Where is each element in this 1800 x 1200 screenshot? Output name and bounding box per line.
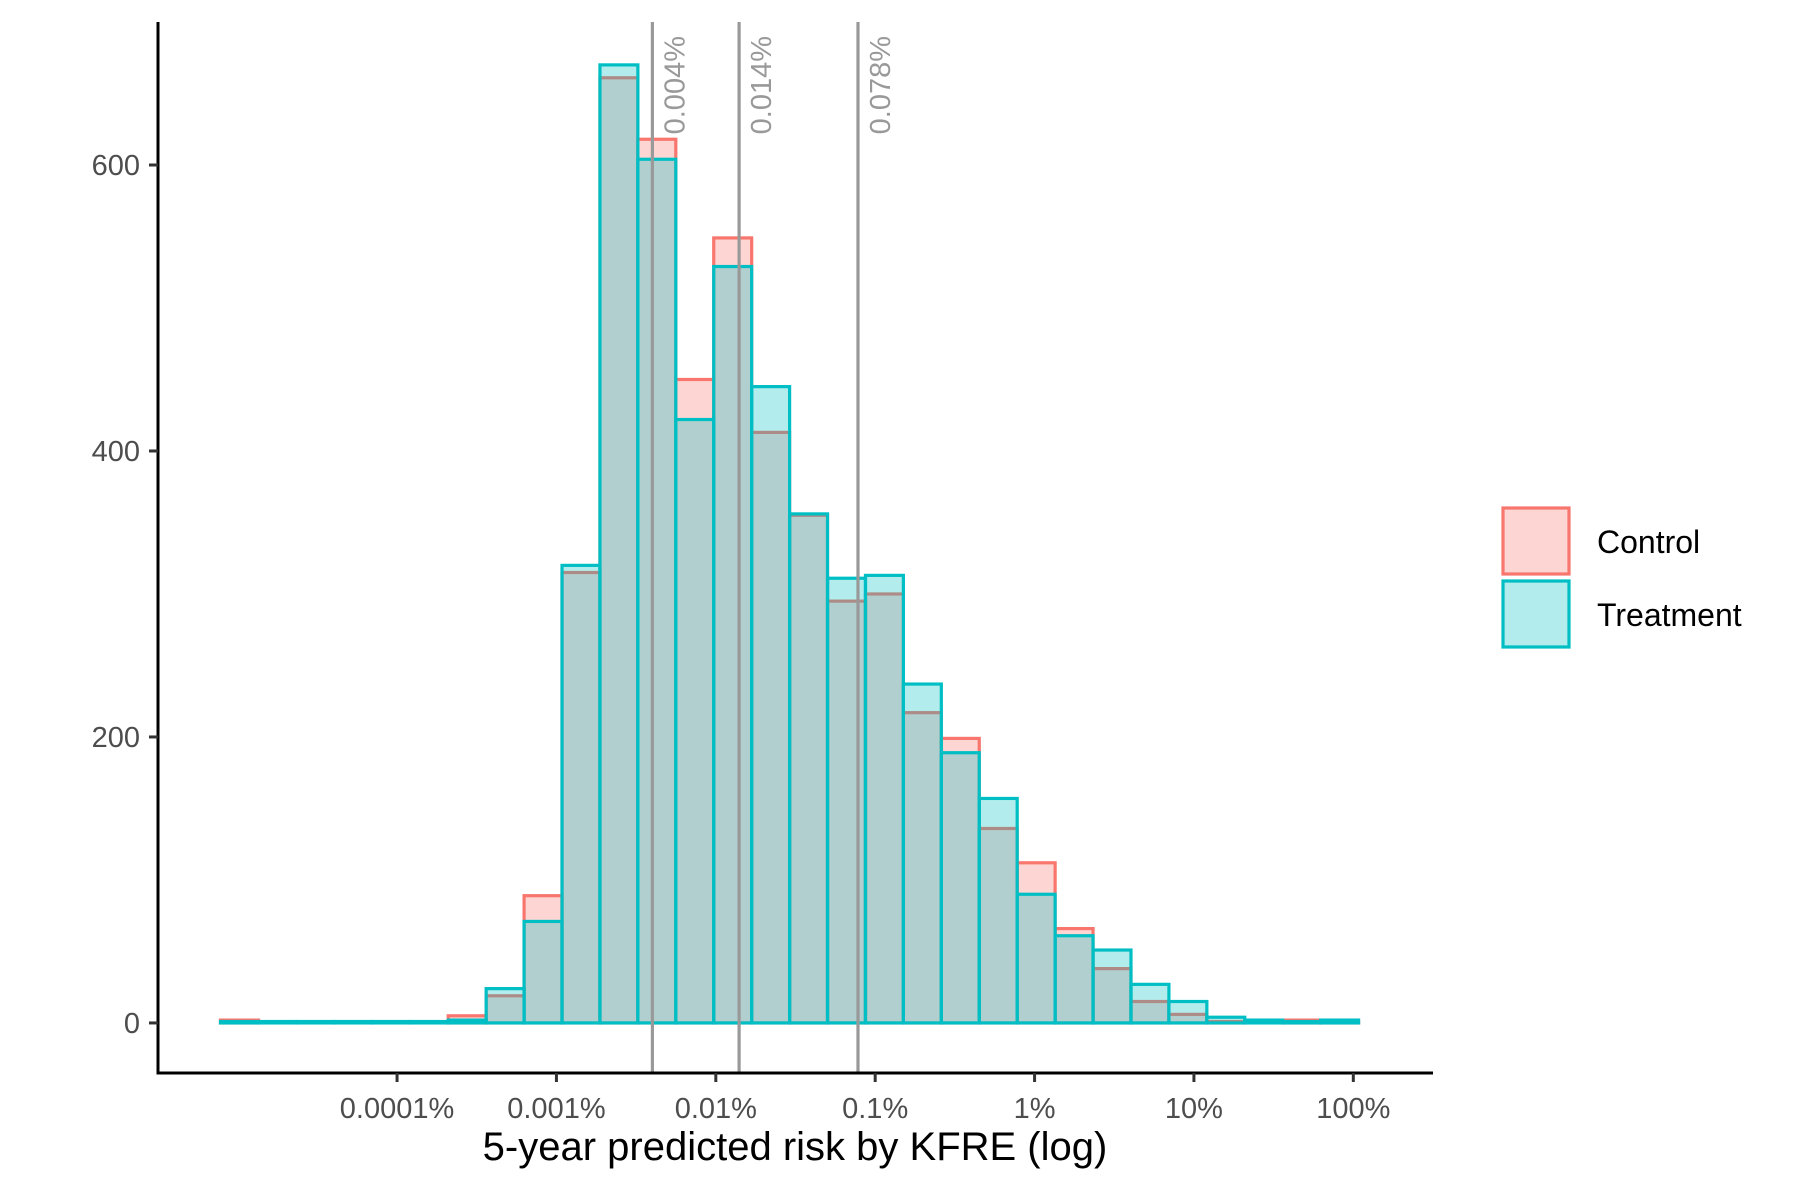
legend-label-control: Control xyxy=(1597,524,1700,560)
treatment-bar xyxy=(1243,1018,1285,1025)
treatment-bar xyxy=(750,385,792,1025)
treatment-bar xyxy=(370,1019,412,1025)
treatment-bar xyxy=(1053,934,1095,1025)
x-tick-label: 10% xyxy=(1165,1093,1223,1125)
reference-lines: 0.004% 0.014% 0.078% xyxy=(650,22,897,1073)
x-tick-label: 0.01% xyxy=(675,1093,757,1125)
treatment-bar xyxy=(1319,1018,1361,1025)
treatment-bar xyxy=(446,1018,488,1025)
treatment-bar xyxy=(901,682,943,1025)
treatment-bar xyxy=(218,1019,261,1025)
legend-label-treatment: Treatment xyxy=(1597,597,1742,633)
x-tick-label: 1% xyxy=(1014,1093,1056,1125)
treatment-bar xyxy=(1281,1019,1323,1025)
treatment-bar xyxy=(598,63,640,1025)
x-tick-label: 0.001% xyxy=(507,1093,605,1125)
treatment-bar xyxy=(787,512,830,1025)
x-tick-label: 0.1% xyxy=(842,1093,908,1125)
reference-line-label: 0.014% xyxy=(746,36,778,134)
y-tick-label: 600 xyxy=(92,150,140,182)
treatment-bar xyxy=(863,573,905,1025)
treatment-bar xyxy=(1129,982,1171,1025)
reference-line-label: 0.004% xyxy=(659,36,691,134)
control-bar xyxy=(977,826,1019,1025)
axes: 0 200 400 600 0.0001% 0.001% 0.01% 0.1% 1% 10% 100… xyxy=(92,22,1433,1125)
y-tick-label: 400 xyxy=(92,436,140,468)
treatment-bar xyxy=(977,796,1019,1025)
treatment-bar xyxy=(560,563,602,1025)
treatment-bar xyxy=(1015,892,1057,1025)
x-tick-label: 0.0001% xyxy=(340,1093,455,1125)
treatment-bar xyxy=(825,576,868,1025)
legend-key-control xyxy=(1501,506,1571,576)
treatment-bar xyxy=(674,417,716,1025)
treatment-bar xyxy=(256,1019,299,1025)
x-tick-label: 100% xyxy=(1316,1093,1390,1125)
treatment-bar xyxy=(1205,1015,1247,1025)
treatment-bar xyxy=(522,919,564,1025)
x-axis-title: 5-year predicted risk by KFRE (log) xyxy=(483,1125,1108,1169)
treatment-bar xyxy=(332,1019,374,1025)
legend: Control Treatment xyxy=(1501,506,1742,649)
reference-line-label: 0.078% xyxy=(865,36,897,134)
treatment-bar xyxy=(939,751,981,1025)
treatment-bar xyxy=(1167,999,1209,1025)
treatment-bar xyxy=(408,1019,450,1025)
treatment-bar xyxy=(636,157,678,1025)
control-bar xyxy=(939,736,981,1025)
control-bar xyxy=(636,137,678,1025)
y-tick-label: 0 xyxy=(124,1008,140,1040)
treatment-bar xyxy=(484,987,526,1025)
treatment-bar xyxy=(712,264,754,1025)
treatment-series-bars xyxy=(218,63,1361,1025)
treatment-bar xyxy=(294,1019,337,1025)
legend-key-treatment xyxy=(1501,579,1571,649)
treatment-bar xyxy=(1091,948,1133,1025)
y-tick-label: 200 xyxy=(92,722,140,754)
control-bar xyxy=(674,377,716,1025)
